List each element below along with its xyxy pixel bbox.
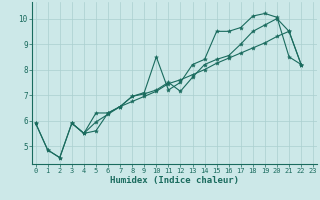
X-axis label: Humidex (Indice chaleur): Humidex (Indice chaleur): [110, 176, 239, 185]
